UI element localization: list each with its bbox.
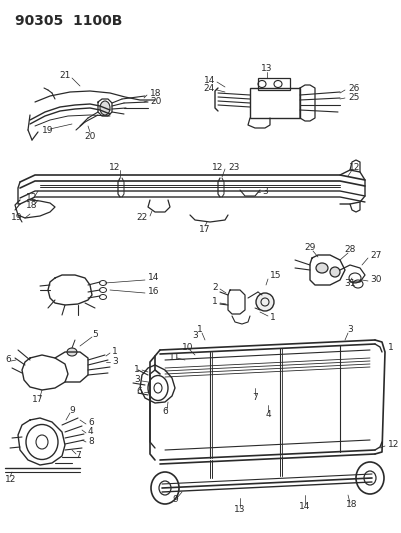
Text: 6: 6 [136,387,142,397]
Bar [249,88,299,118]
Text: 12: 12 [212,163,223,172]
Text: 3: 3 [192,332,197,341]
Text: 3: 3 [134,376,140,384]
Text: 26: 26 [347,84,358,93]
Text: 12: 12 [387,440,398,449]
Text: 6: 6 [162,408,168,416]
Text: 14: 14 [203,76,215,85]
Text: 16: 16 [148,287,159,296]
Text: 17: 17 [199,225,210,235]
Text: 13: 13 [234,505,245,514]
Text: 28: 28 [343,246,355,254]
Ellipse shape [315,263,327,273]
Text: 4: 4 [88,427,93,437]
Text: 12: 12 [348,164,360,173]
Text: 14: 14 [299,503,310,512]
Text: 1: 1 [387,343,393,352]
Text: 7: 7 [75,451,81,461]
Text: 8: 8 [88,438,93,447]
Text: 29: 29 [304,244,315,253]
Text: 18: 18 [26,201,38,211]
Text: 19: 19 [42,125,53,134]
Text: 6: 6 [5,356,11,365]
Text: 23: 23 [227,163,239,172]
Text: 12: 12 [26,193,38,203]
Text: 7: 7 [251,393,257,402]
Text: 90305  1100B: 90305 1100B [15,14,122,28]
Text: 22: 22 [136,214,148,222]
Text: 19: 19 [10,214,22,222]
Ellipse shape [329,267,339,277]
Text: 31: 31 [343,279,355,287]
Text: 11: 11 [169,353,180,362]
Text: 20: 20 [84,132,95,141]
Text: 24: 24 [203,84,215,93]
Ellipse shape [255,293,273,311]
Text: 13: 13 [261,63,272,72]
Text: 3: 3 [112,358,117,367]
Text: 18: 18 [150,88,161,98]
Text: 20: 20 [150,96,161,106]
Text: 12: 12 [5,475,16,484]
Text: 30: 30 [369,276,381,285]
Text: 12: 12 [109,163,120,172]
Text: 27: 27 [369,252,381,261]
Text: 2: 2 [212,284,217,293]
Text: 9: 9 [172,496,177,505]
Text: 18: 18 [345,500,357,510]
Text: 6: 6 [88,418,93,427]
Bar [257,78,289,90]
Text: 25: 25 [347,93,358,101]
Text: 9: 9 [69,407,75,416]
Ellipse shape [67,348,77,356]
Text: 3: 3 [346,326,352,335]
Text: 1: 1 [269,312,275,321]
Text: 21: 21 [59,70,71,79]
Text: 5: 5 [92,330,97,340]
Text: 1: 1 [112,348,117,357]
Ellipse shape [100,101,110,115]
Text: 1: 1 [212,297,217,306]
Text: 10: 10 [182,343,193,352]
Text: 4: 4 [265,410,270,419]
Text: 1: 1 [134,366,140,375]
Text: 3: 3 [261,188,267,197]
Text: 14: 14 [148,273,159,282]
Text: 1: 1 [196,326,203,335]
Text: 17: 17 [32,395,44,405]
Text: 15: 15 [269,271,281,280]
